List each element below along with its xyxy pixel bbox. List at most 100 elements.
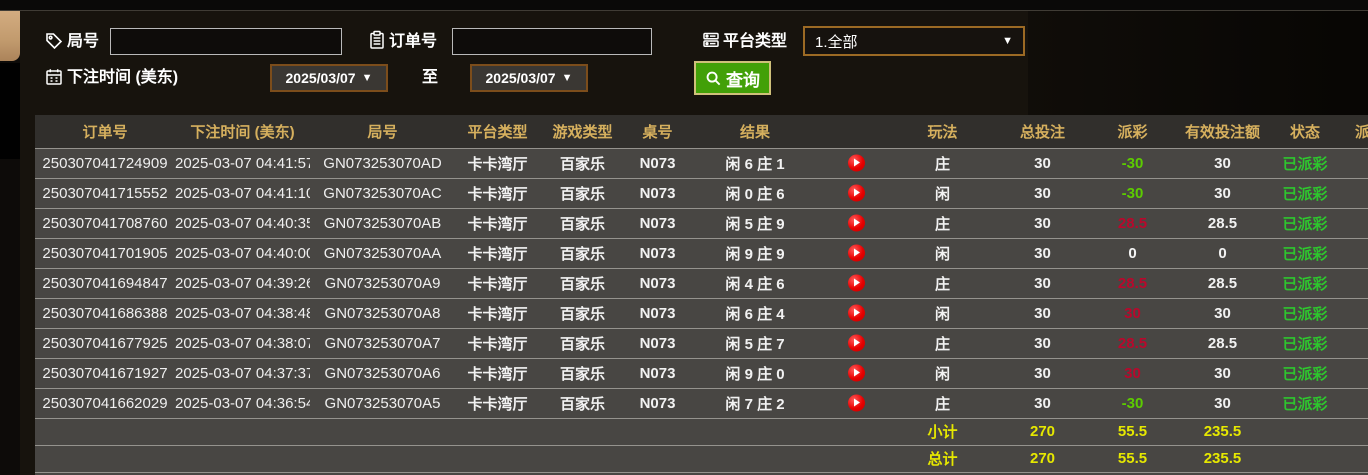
bet-records-table-wrap: 订单号 下注时间 (美东) 局号 平台类型 游戏类型 桌号 结果 玩法 总投注 … [35, 115, 1368, 475]
cell-payout-time [1340, 387, 1368, 418]
replay-play-icon[interactable] [848, 304, 865, 322]
cell-result: 闲 4 庄 6 [690, 267, 890, 298]
chevron-down-icon: ▼ [561, 72, 573, 84]
date-to-picker[interactable]: 2025/03/07 ▼ [470, 64, 588, 92]
calendar-icon [44, 67, 64, 87]
table-row: 250307041662029 2025-03-07 04:36:54 GN0732… [35, 387, 1368, 418]
cell-valid-bet: 30 [1175, 177, 1270, 208]
cell-valid-bet: 28.5 [1175, 327, 1270, 358]
cell-payout: 28.5 [1090, 207, 1175, 238]
cell-empty [175, 417, 310, 445]
col-header-result: 结果 [690, 115, 890, 148]
cell-payout-time [1340, 297, 1368, 328]
cell-empty [455, 417, 540, 445]
cell-play: 闲 [890, 177, 995, 208]
cell-result: 闲 0 庄 6 [690, 177, 890, 208]
replay-play-icon[interactable] [848, 334, 865, 352]
table-row: 250307041694847 2025-03-07 04:39:26 GN0732… [35, 267, 1368, 298]
result-text: 闲 6 庄 4 [725, 305, 785, 323]
cell-status: 已派彩 [1270, 207, 1340, 238]
cell-empty [540, 444, 625, 472]
cell-platform: 卡卡湾厅 [455, 297, 540, 328]
left-strip-black-block [0, 63, 20, 159]
date-range-to-label: 至 [422, 69, 439, 86]
date-from-picker[interactable]: 2025/03/07 ▼ [270, 64, 388, 92]
col-header-round-id: 局号 [310, 115, 455, 148]
cell-valid-bet: 30 [1175, 147, 1270, 178]
cell-bet-time: 2025-03-07 04:38:48 [175, 297, 310, 328]
cell-platform: 卡卡湾厅 [455, 327, 540, 358]
cell-order-id: 250307041694847 [35, 267, 175, 298]
cell-bet-time: 2025-03-07 04:38:07 [175, 327, 310, 358]
cell-empty [35, 417, 175, 445]
cell-payout: 28.5 [1090, 327, 1175, 358]
cell-empty [35, 471, 1368, 475]
cell-status: 已派彩 [1270, 297, 1340, 328]
cell-valid-bet: 30 [1175, 387, 1270, 418]
cell-platform: 卡卡湾厅 [455, 147, 540, 178]
cell-valid-bet: 30 [1175, 357, 1270, 388]
cell-round-id: GN073253070AB [310, 207, 455, 238]
cell-empty [310, 444, 455, 472]
cell-valid-bet: 30 [1175, 297, 1270, 328]
cell-empty [690, 444, 890, 472]
cell-play: 庄 [890, 387, 995, 418]
cell-payout-time [1340, 237, 1368, 268]
date-to-value: 2025/03/07 [485, 70, 556, 86]
cell-payout: 30 [1090, 297, 1175, 328]
replay-play-icon[interactable] [848, 394, 865, 412]
cell-platform: 卡卡湾厅 [455, 357, 540, 388]
result-text: 闲 9 庄 0 [725, 365, 785, 383]
cell-valid-bet: 0 [1175, 237, 1270, 268]
search-icon [706, 71, 721, 85]
sidebar-collapse-tab[interactable] [0, 11, 20, 61]
cell-empty [455, 444, 540, 472]
cell-order-id: 250307041686388 [35, 297, 175, 328]
cell-payout: -30 [1090, 177, 1175, 208]
table-row: 250307041701905 2025-03-07 04:40:00 GN0732… [35, 237, 1368, 268]
cell-empty [175, 444, 310, 472]
replay-play-icon[interactable] [848, 154, 865, 172]
replay-play-icon[interactable] [848, 184, 865, 202]
cell-order-id: 250307041724909 [35, 147, 175, 178]
cell-payout-sum: 55.5 [1090, 417, 1175, 445]
order-number-input[interactable] [452, 28, 652, 55]
cell-table-no: N073 [625, 327, 690, 358]
cell-bet-time: 2025-03-07 04:36:54 [175, 387, 310, 418]
replay-play-icon[interactable] [848, 214, 865, 232]
cell-valid-bet-sum: 235.5 [1175, 444, 1270, 472]
cell-empty [310, 417, 455, 445]
round-number-input[interactable] [110, 28, 342, 55]
cell-table-no: N073 [625, 237, 690, 268]
platform-type-dropdown[interactable]: 1.全部 ▼ [803, 26, 1025, 56]
cell-platform: 卡卡湾厅 [455, 267, 540, 298]
cell-platform: 卡卡湾厅 [455, 207, 540, 238]
cell-payout-sum: 55.5 [1090, 444, 1175, 472]
cell-status: 已派彩 [1270, 327, 1340, 358]
result-text: 闲 9 庄 9 [725, 245, 785, 263]
cell-empty [690, 417, 890, 445]
round-number-label: 局号 [67, 33, 100, 50]
subtotal-row: 小计 270 55.5 235.5 [35, 417, 1368, 445]
date-from-value: 2025/03/07 [285, 70, 356, 86]
query-button[interactable]: 查询 [694, 61, 771, 95]
result-text: 闲 6 庄 1 [725, 155, 785, 173]
cell-table-no: N073 [625, 357, 690, 388]
cell-result: 闲 9 庄 0 [690, 357, 890, 388]
replay-play-icon[interactable] [848, 364, 865, 382]
table-header-row: 订单号 下注时间 (美东) 局号 平台类型 游戏类型 桌号 结果 玩法 总投注 … [35, 115, 1368, 148]
cell-payout-time [1340, 357, 1368, 388]
cell-payout: 0 [1090, 237, 1175, 268]
cell-empty [625, 417, 690, 445]
col-header-table-no: 桌号 [625, 115, 690, 148]
cell-play: 庄 [890, 267, 995, 298]
replay-play-icon[interactable] [848, 274, 865, 292]
cell-bet-time: 2025-03-07 04:39:26 [175, 267, 310, 298]
chevron-down-icon: ▼ [1002, 35, 1013, 47]
replay-play-icon[interactable] [848, 244, 865, 262]
cell-game-type: 百家乐 [540, 357, 625, 388]
cell-result: 闲 5 庄 9 [690, 207, 890, 238]
cell-order-id: 250307041715552 [35, 177, 175, 208]
cell-empty [1340, 417, 1368, 445]
cell-table-no: N073 [625, 297, 690, 328]
